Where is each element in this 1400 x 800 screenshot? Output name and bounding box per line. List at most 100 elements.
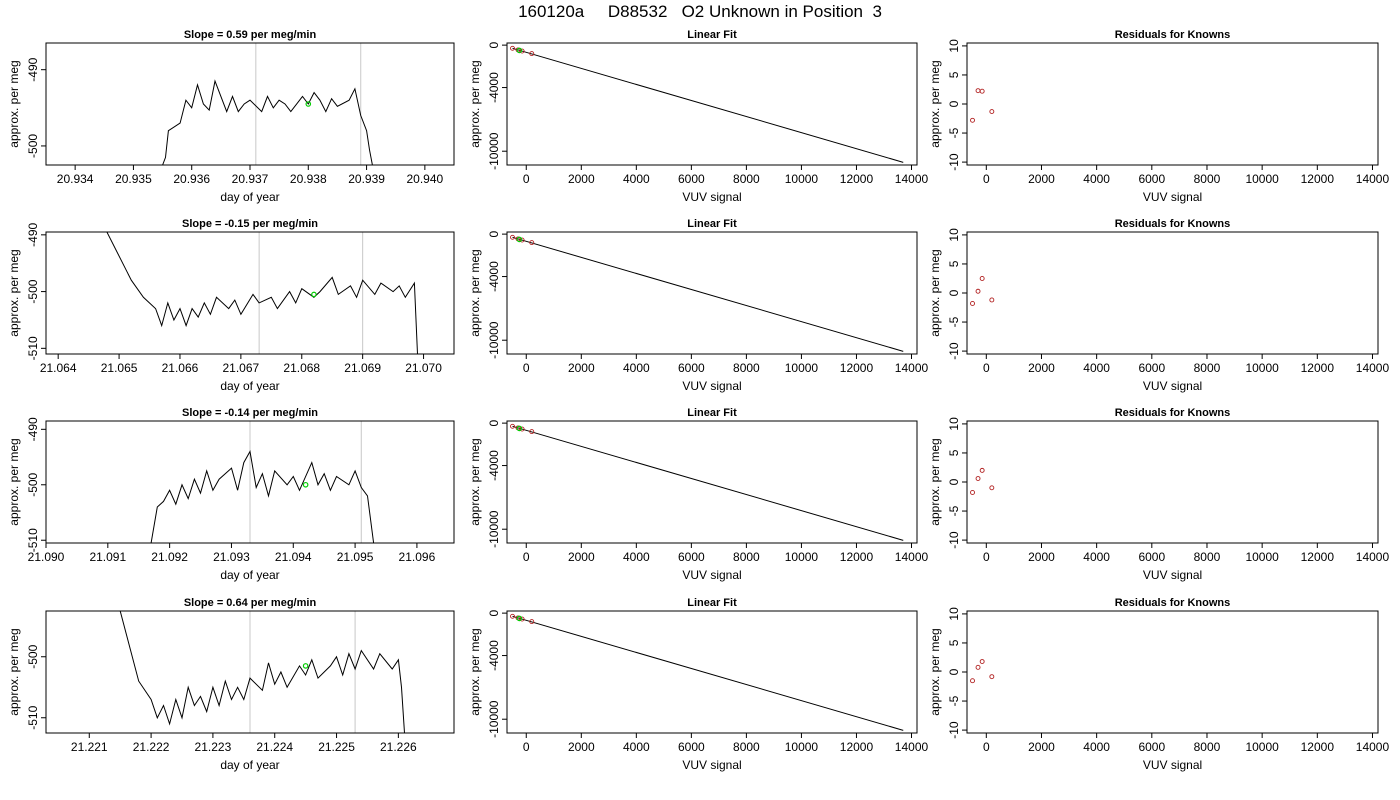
x-tick-label: 8000 xyxy=(733,740,760,754)
y-axis-label: approx. per meg xyxy=(7,438,21,525)
unknown-marker xyxy=(302,663,309,669)
x-tick-label: 14000 xyxy=(1356,361,1390,375)
x-tick-label: 14000 xyxy=(895,361,929,375)
residual-point xyxy=(979,88,985,94)
panel-title: Linear Fit xyxy=(687,29,737,41)
y-tick-label: 0 xyxy=(947,289,961,296)
x-axis-label: VUV signal xyxy=(682,758,741,772)
y-tick-label: -500 xyxy=(26,472,40,496)
x-tick-label: 21.093 xyxy=(213,550,250,564)
y-tick-label: 5 xyxy=(947,639,961,646)
x-tick-label: 12000 xyxy=(1301,740,1335,754)
panel-title: Slope = -0.15 per meg/min xyxy=(182,218,318,230)
x-tick-label: 21.092 xyxy=(151,550,188,564)
y-tick-label: -4000 xyxy=(487,72,501,103)
x-tick-label: 21.224 xyxy=(256,740,293,754)
x-tick-label: 21.067 xyxy=(223,361,260,375)
fit-line xyxy=(512,47,904,163)
x-tick-label: 8000 xyxy=(1194,361,1221,375)
residual-point xyxy=(975,88,981,94)
unknown-point xyxy=(516,615,523,622)
y-tick-label: -490 xyxy=(26,223,40,247)
panel-timeseries-4: Slope = 0.64 per meg/min 21.221 21.222 21.2… xyxy=(7,597,455,772)
y-tick-label: -10 xyxy=(947,531,961,549)
y-tick-label: 10 xyxy=(947,228,961,242)
residual-point xyxy=(989,109,995,115)
x-tick-label: 20.936 xyxy=(173,172,210,186)
residual-point xyxy=(979,659,985,664)
x-tick-label: 4000 xyxy=(1083,740,1110,754)
plot-frame xyxy=(506,42,918,166)
y-axis-label: approx. per meg xyxy=(468,249,482,336)
x-tick-label: 21.095 xyxy=(337,550,374,564)
x-tick-label: 10000 xyxy=(1245,550,1279,564)
plot-frame xyxy=(966,420,1379,544)
residual-point xyxy=(975,664,981,670)
y-tick-label: -500 xyxy=(26,279,40,303)
x-tick-label: 14000 xyxy=(895,550,929,564)
panel-title: Linear Fit xyxy=(687,597,737,609)
x-tick-label: 21.090 xyxy=(28,550,65,564)
plot-frame xyxy=(45,420,455,544)
x-tick-label: 21.096 xyxy=(399,550,436,564)
x-tick-label: 4000 xyxy=(623,550,650,564)
y-tick-label: -4000 xyxy=(487,640,501,671)
y-tick-label: 5 xyxy=(947,71,961,78)
x-tick-label: 12000 xyxy=(840,361,874,375)
y-axis-label: approx. per meg xyxy=(928,60,942,147)
plot-frame xyxy=(45,42,455,166)
panel-title: Residuals for Knowns xyxy=(1115,597,1231,609)
x-tick-label: 21.226 xyxy=(380,740,417,754)
y-tick-label: 0 xyxy=(487,609,501,616)
residual-point xyxy=(970,490,975,495)
fit-line xyxy=(512,615,904,731)
known-point xyxy=(519,237,525,243)
series-line xyxy=(106,232,418,354)
x-tick-label: 20.940 xyxy=(407,172,444,186)
panel-title: Residuals for Knowns xyxy=(1115,29,1231,41)
panel-linear-fit-2: Linear Fit 0 2000 4000 6000 8000 10000 12000 140… xyxy=(468,218,929,393)
x-tick-label: 12000 xyxy=(1301,550,1335,564)
y-tick-label: 0 xyxy=(947,100,961,107)
y-axis-label: approx. per meg xyxy=(7,60,21,147)
residual-point xyxy=(975,288,981,294)
panel-title: Residuals for Knowns xyxy=(1115,407,1231,419)
x-tick-label: 8000 xyxy=(733,550,760,564)
y-axis-label: approx. per meg xyxy=(928,249,942,336)
x-tick-label: 6000 xyxy=(1138,740,1165,754)
y-tick-label: -490 xyxy=(26,417,40,441)
x-tick-label: 2000 xyxy=(1028,740,1055,754)
y-tick-label: 0 xyxy=(487,230,501,237)
known-point xyxy=(529,51,535,57)
x-tick-label: 8000 xyxy=(1194,740,1221,754)
x-tick-label: 10000 xyxy=(785,550,819,564)
y-tick-label: 5 xyxy=(947,260,961,267)
x-tick-label: 10000 xyxy=(785,172,819,186)
panel-timeseries-2: Slope = -0.15 per meg/min 21.064 21.065 21.… xyxy=(7,218,455,393)
x-tick-label: 0 xyxy=(983,550,990,564)
x-tick-label: 21.221 xyxy=(71,740,108,754)
y-tick-label: 5 xyxy=(947,449,961,456)
y-axis-label: approx. per meg xyxy=(7,249,21,336)
x-tick-label: 6000 xyxy=(678,172,705,186)
x-tick-label: 4000 xyxy=(1083,550,1110,564)
known-point xyxy=(510,613,515,619)
residual-point xyxy=(970,678,975,684)
figure-title: 160120a D88532 O2 Unknown in Position 3 xyxy=(518,2,882,21)
x-tick-label: 6000 xyxy=(678,740,705,754)
y-tick-label: 10 xyxy=(947,39,961,53)
residual-point xyxy=(970,301,975,306)
x-tick-label: 8000 xyxy=(733,361,760,375)
x-tick-label: 4000 xyxy=(623,740,650,754)
x-tick-label: 8000 xyxy=(1194,550,1221,564)
x-tick-label: 2000 xyxy=(568,550,595,564)
panel-title: Linear Fit xyxy=(687,407,737,419)
x-tick-label: 10000 xyxy=(1245,361,1279,375)
x-tick-label: 21.070 xyxy=(405,361,442,375)
plot-frame xyxy=(506,610,918,734)
x-tick-label: 21.068 xyxy=(283,361,320,375)
x-tick-label: 0 xyxy=(523,172,530,186)
